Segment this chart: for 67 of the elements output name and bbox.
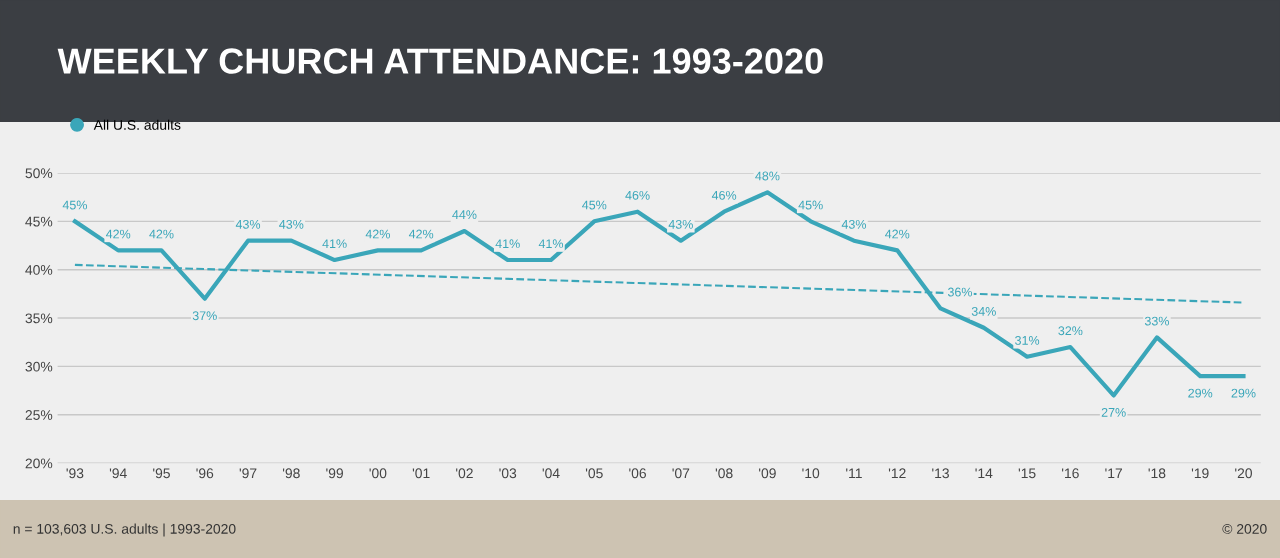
data-label: 29% [1188,388,1213,398]
x-tick-label: '98 [282,468,300,479]
data-label: 41% [495,239,520,249]
x-tick-label: '00 [369,468,387,479]
x-tick-label: '03 [499,468,517,479]
x-tick-label: '93 [66,468,84,479]
x-tick-label: '95 [153,468,170,479]
data-label: 46% [625,190,650,200]
data-label: 42% [149,229,174,239]
y-tick-label: 35% [25,313,53,324]
data-label: 45% [582,200,607,210]
x-tick-label: '15 [1018,468,1036,479]
x-tick-label: '97 [239,468,257,479]
x-tick-label: '16 [1062,468,1079,479]
data-label: 41% [322,239,347,249]
data-label: 41% [538,239,564,249]
data-label: 43% [668,219,693,229]
x-tick-label: '96 [196,468,214,479]
data-label: 46% [711,190,737,200]
legend-label: All U.S. adults [93,119,181,130]
x-tick-label: '08 [715,468,733,479]
y-tick-label: 30% [25,361,53,372]
x-tick-label: '18 [1148,468,1166,479]
data-label: 43% [841,219,867,229]
x-tick-label: '01 [412,468,430,479]
x-tick-label: '94 [109,468,127,479]
y-tick-label: 40% [25,265,53,275]
x-tick-label: '07 [672,468,690,479]
x-tick-label: '05 [585,468,603,479]
x-tick-label: '12 [888,468,906,479]
data-label: 34% [971,306,996,316]
y-tick-label: 20% [25,458,53,469]
x-tick-label: '04 [542,468,560,479]
chart-title: WEEKLY CHURCH ATTENDANCE: 1993-2020 [57,48,823,74]
data-label: 42% [885,229,910,239]
data-label: 32% [1058,326,1083,336]
data-label: 27% [1101,408,1126,417]
y-tick-label: 25% [25,410,53,420]
x-tick-label: '13 [932,468,949,479]
data-label: 42% [408,229,434,239]
data-label: 43% [279,219,304,229]
x-tick-label: '09 [759,468,776,479]
x-tick-label: '19 [1191,468,1209,479]
data-label: 31% [1015,335,1040,345]
y-tick-label: 45% [25,216,53,227]
data-label: 42% [105,229,131,239]
data-label: 33% [1144,316,1169,326]
y-tick-label: 50% [25,168,53,179]
text: © 2020 [1222,523,1267,534]
x-tick-label: '20 [1235,468,1252,479]
data-label: 42% [365,229,390,239]
text: n = 103,603 U.S. adults | 1993-2020 [13,523,236,537]
x-tick-label: '17 [1105,468,1122,479]
data-label: 44% [452,210,477,220]
data-label: 43% [235,219,261,229]
data-label: 48% [755,171,780,181]
data-label: 45% [62,200,87,210]
x-tick-label: '06 [629,468,646,479]
x-tick-label: '02 [456,468,473,479]
x-tick-label: '14 [975,468,993,479]
x-tick-label: '10 [802,468,820,479]
data-label: 45% [798,200,823,210]
x-tick-label: '99 [326,468,343,479]
data-label: 29% [1231,388,1256,398]
data-label: 37% [192,311,217,321]
data-label: 36% [947,287,973,297]
x-tick-label: '11 [846,468,862,479]
